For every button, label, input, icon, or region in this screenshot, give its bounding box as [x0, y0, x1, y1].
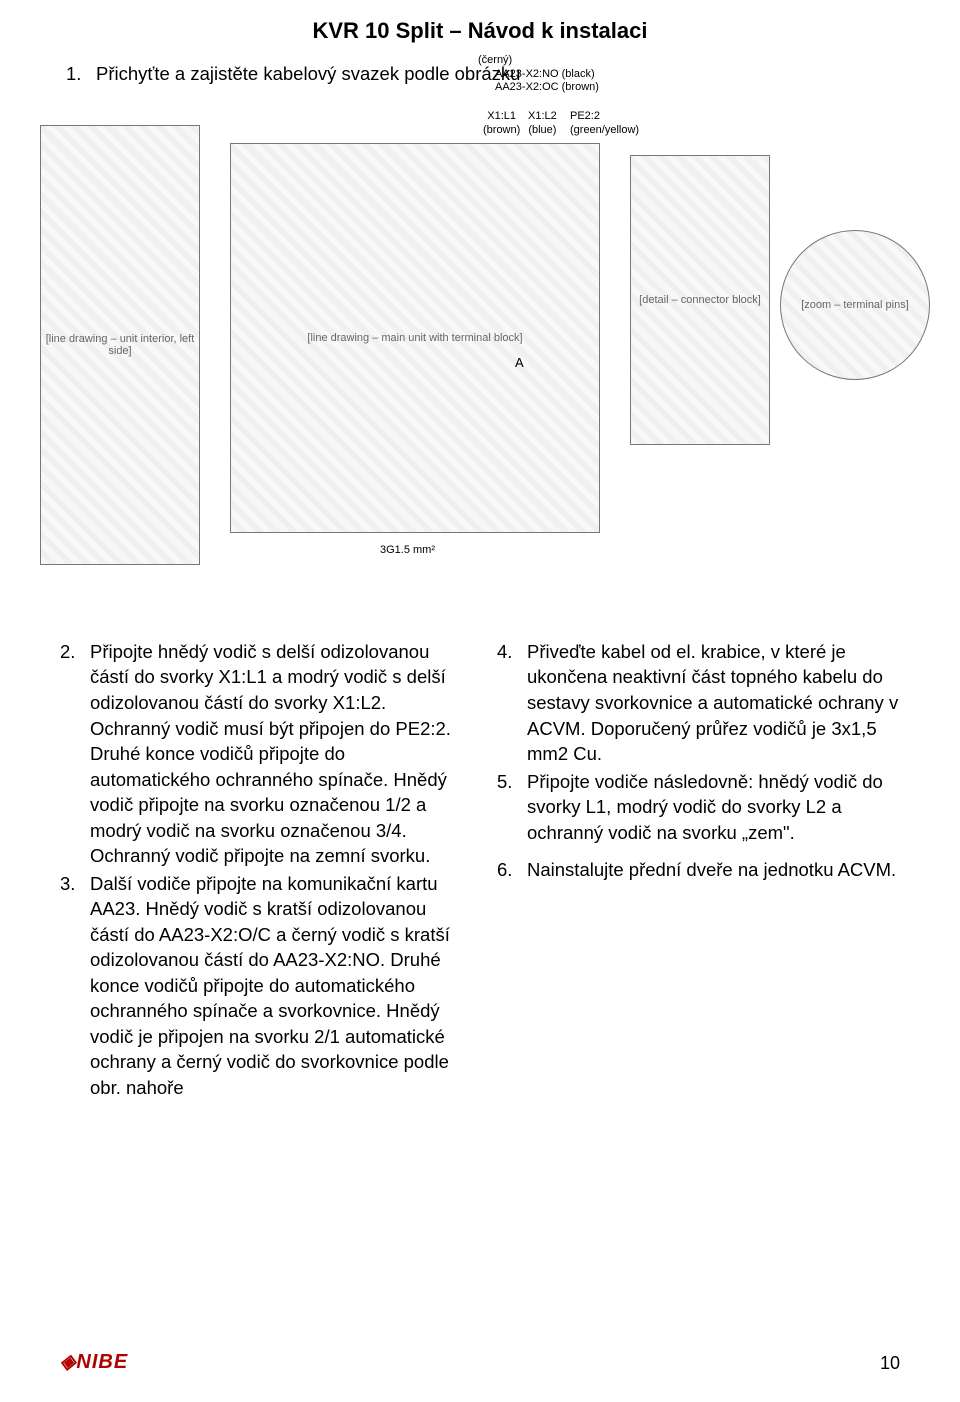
step-4: 4. Přiveďte kabel od el. krabice, v kter…: [497, 639, 900, 767]
step-1-num: 1.: [66, 62, 96, 87]
logo-glyph: ◈: [60, 1351, 76, 1373]
label-aa23-oc: AA23-X2:OC (brown): [495, 80, 599, 94]
page-number: 10: [880, 1353, 900, 1374]
page-title: KVR 10 Split – Návod k instalaci: [60, 18, 900, 44]
step-6-num: 6.: [497, 857, 527, 883]
label-x1l2: X1:L2 (blue): [528, 109, 557, 138]
step-2-text: Připojte hnědý vodič s delší odizolovano…: [90, 639, 463, 869]
instruction-columns: 2. Připojte hnědý vodič s delší odizolov…: [60, 639, 900, 1102]
logo-text: NIBE: [76, 1351, 128, 1373]
right-column: 4. Přiveďte kabel od el. krabice, v kter…: [497, 639, 900, 1102]
diagram-left-unit: [line drawing – unit interior, left side…: [40, 125, 200, 565]
step-6-text: Nainstalujte přední dveře na jednotku AC…: [527, 857, 900, 883]
step-4-text: Přiveďte kabel od el. krabice, v které j…: [527, 639, 900, 767]
step-4-num: 4.: [497, 639, 527, 767]
diagram-area: (černý) AA23-X2:NO (black) AA23-X2:OC (b…: [60, 95, 900, 625]
label-x1l1: X1:L1 (brown): [483, 109, 520, 138]
diagram-right-connector: [detail – connector block]: [630, 155, 770, 445]
step-2: 2. Připojte hnědý vodič s delší odizolov…: [60, 639, 463, 869]
step-2-num: 2.: [60, 639, 90, 869]
step-3-text: Další vodiče připojte na komunikační kar…: [90, 871, 463, 1101]
label-pe22: PE2:2 (green/yellow): [570, 109, 639, 138]
label-cerny: (černý): [478, 53, 512, 67]
diagram-center-unit: [line drawing – main unit with terminal …: [230, 143, 600, 533]
step-3-num: 3.: [60, 871, 90, 1101]
step-6: 6. Nainstalujte přední dveře na jednotku…: [497, 857, 900, 883]
label-cable-spec: 3G1.5 mm²: [380, 543, 435, 557]
step-5-num: 5.: [497, 769, 527, 846]
label-a-marker: A: [515, 355, 524, 372]
diagram-right-zoom: [zoom – terminal pins]: [780, 230, 930, 380]
step-5-text: Připojte vodiče následovně: hnědý vodič …: [527, 769, 900, 846]
step-5: 5. Připojte vodiče následovně: hnědý vod…: [497, 769, 900, 846]
step-1-text: Přichyťte a zajistěte kabelový svazek po…: [96, 62, 520, 87]
left-column: 2. Připojte hnědý vodič s delší odizolov…: [60, 639, 463, 1102]
brand-logo: ◈NIBE: [60, 1349, 128, 1374]
step-3: 3. Další vodiče připojte na komunikační …: [60, 871, 463, 1101]
